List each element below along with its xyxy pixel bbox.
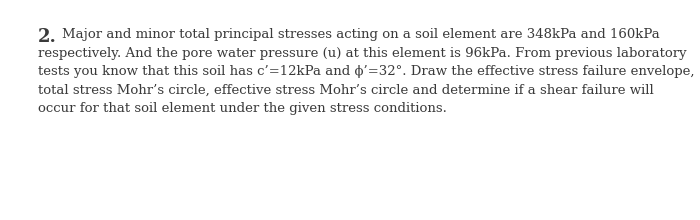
Text: tests you know that this soil has c’=12kPa and ϕ’=32°. Draw the effective stress: tests you know that this soil has c’=12k… — [38, 65, 694, 78]
Text: respectively. And the pore water pressure (u) at this element is 96kPa. From pre: respectively. And the pore water pressur… — [38, 46, 687, 59]
Text: occur for that soil element under the given stress conditions.: occur for that soil element under the gi… — [38, 102, 447, 115]
Text: Major and minor total principal stresses acting on a soil element are 348kPa and: Major and minor total principal stresses… — [62, 28, 659, 41]
Text: total stress Mohr’s circle, effective stress Mohr’s circle and determine if a sh: total stress Mohr’s circle, effective st… — [38, 84, 654, 97]
Text: 2.: 2. — [38, 28, 57, 46]
